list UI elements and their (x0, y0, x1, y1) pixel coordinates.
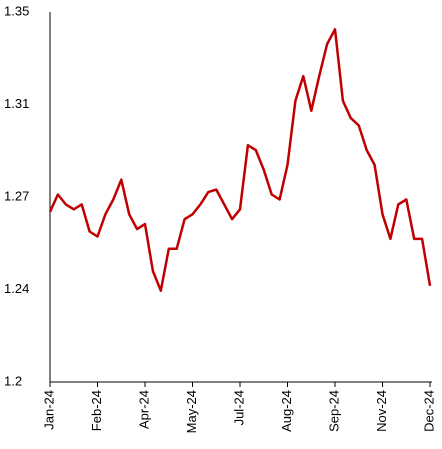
x-tick-label: Nov-24 (374, 390, 389, 432)
x-tick-label: May-24 (184, 390, 199, 433)
x-tick-label: Aug-24 (279, 390, 294, 432)
y-tick-label: 1.31 (4, 96, 29, 111)
x-tick-label: Jul-24 (231, 390, 246, 425)
x-tick-label: Jan-24 (41, 390, 56, 430)
x-tick-label: Apr-24 (136, 390, 151, 429)
y-tick-label: 1.35 (4, 3, 29, 18)
x-tick-label: Sep-24 (326, 390, 341, 432)
y-tick-label: 1.27 (4, 188, 29, 203)
y-tick-label: 1.24 (4, 281, 29, 296)
line-series (48, 28, 432, 292)
x-tick-label: Feb-24 (89, 390, 104, 431)
y-tick-label: 1.2 (4, 373, 22, 388)
x-tick-label: Dec-24 (421, 390, 436, 432)
